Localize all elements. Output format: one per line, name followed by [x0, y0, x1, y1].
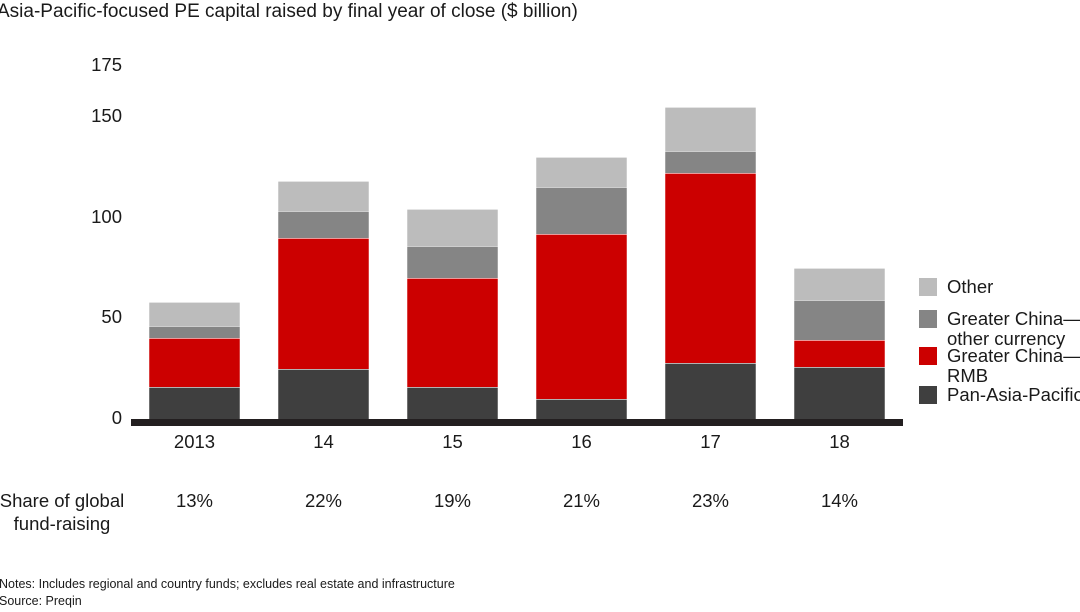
- bar-14: [278, 181, 369, 419]
- segment-pan-asia-pacific-17: [665, 362, 756, 419]
- bar-17: [665, 106, 756, 419]
- segment-other-14: [278, 181, 369, 212]
- legend-swatch-icon: [919, 278, 937, 296]
- y-axis-tick-175: 175: [91, 54, 122, 76]
- segment-greater-china-rmb-18: [794, 340, 885, 367]
- segment-other-2013: [149, 302, 240, 327]
- segment-greater-china-other-currency-16: [536, 187, 627, 234]
- legend-label: Pan-Asia-Pacific: [947, 384, 1080, 405]
- segment-greater-china-other-currency-2013: [149, 326, 240, 339]
- y-axis-tick-100: 100: [91, 205, 122, 227]
- segment-pan-asia-pacific-15: [407, 386, 498, 419]
- source-text: Source: Preqin: [0, 594, 82, 608]
- share-row-label: Share of global fund-raising: [0, 490, 125, 534]
- segment-other-18: [794, 267, 885, 301]
- legend-swatch-icon: [919, 347, 937, 365]
- notes-block: Notes: Includes regional and country fun…: [0, 576, 455, 610]
- segment-greater-china-other-currency-18: [794, 300, 885, 341]
- share-value-15: 19%: [433, 490, 472, 511]
- x-axis-label-16: 16: [571, 431, 592, 452]
- segment-greater-china-rmb-14: [278, 237, 369, 369]
- segment-other-16: [536, 157, 627, 188]
- segment-pan-asia-pacific-2013: [149, 386, 240, 419]
- x-axis-label-14: 14: [313, 431, 334, 452]
- y-axis-tick-150: 150: [91, 104, 122, 126]
- segment-greater-china-other-currency-15: [407, 245, 498, 278]
- share-value-18: 14%: [820, 490, 859, 511]
- share-value-17: 23%: [691, 490, 730, 511]
- share-value-14: 22%: [304, 490, 343, 511]
- segment-pan-asia-pacific-18: [794, 366, 885, 419]
- segment-greater-china-other-currency-14: [278, 211, 369, 238]
- y-axis-tick-50: 50: [101, 306, 122, 328]
- x-axis-label-15: 15: [442, 431, 463, 452]
- segment-pan-asia-pacific-16: [536, 398, 627, 419]
- x-axis-line: [131, 419, 903, 426]
- legend-label: Other: [947, 276, 994, 297]
- share-value-2013: 13%: [175, 490, 214, 511]
- x-axis-label-17: 17: [700, 431, 721, 452]
- notes-text: Notes: Includes regional and country fun…: [0, 577, 455, 591]
- share-value-16: 21%: [562, 490, 601, 511]
- segment-other-15: [407, 209, 498, 246]
- legend-item: Pan-Asia-Pacific: [919, 385, 1080, 405]
- legend-item: Other: [919, 277, 993, 297]
- bar-2013: [149, 302, 240, 419]
- legend-swatch-icon: [919, 310, 937, 328]
- y-axis-tick-0: 0: [111, 406, 122, 428]
- chart-title: Asia-Pacific-focused PE capital raised b…: [0, 1, 578, 22]
- segment-greater-china-rmb-2013: [149, 338, 240, 387]
- bar-15: [407, 209, 498, 419]
- legend-label: Greater China— RMB: [947, 345, 1080, 386]
- x-axis-label-18: 18: [829, 431, 850, 452]
- legend-swatch-icon: [919, 386, 937, 404]
- bar-16: [536, 157, 627, 419]
- segment-other-17: [665, 106, 756, 152]
- x-axis-label-2013: 2013: [173, 431, 216, 452]
- legend-item: Greater China— other currency: [919, 309, 1080, 348]
- segment-greater-china-rmb-15: [407, 277, 498, 387]
- segment-greater-china-rmb-16: [536, 233, 627, 399]
- legend-label: Greater China— other currency: [947, 308, 1080, 349]
- segment-greater-china-rmb-17: [665, 173, 756, 363]
- legend-item: Greater China— RMB: [919, 346, 1080, 385]
- bar-18: [794, 267, 885, 419]
- segment-pan-asia-pacific-14: [278, 368, 369, 419]
- segment-greater-china-other-currency-17: [665, 151, 756, 174]
